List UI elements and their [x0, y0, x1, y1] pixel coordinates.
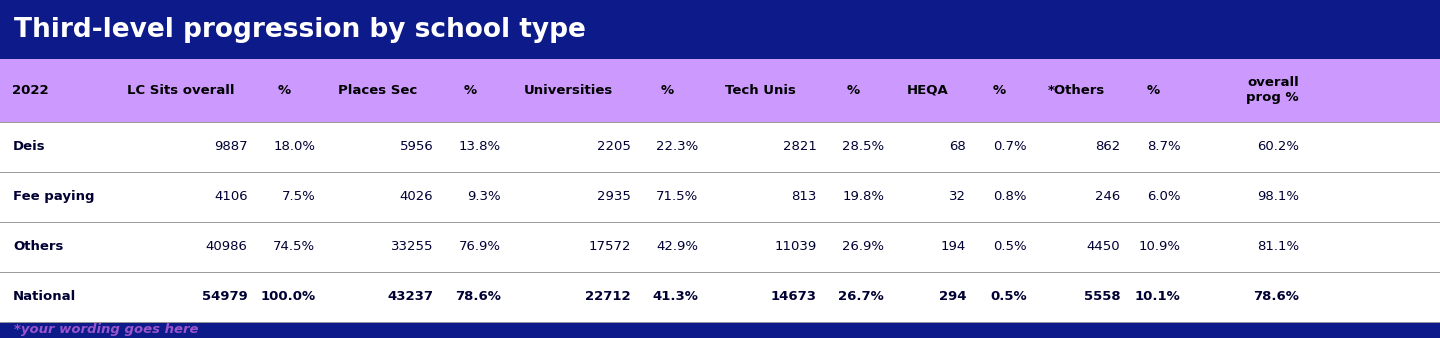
Text: %: % [464, 84, 477, 97]
Text: 26.9%: 26.9% [842, 240, 884, 253]
Text: overall
prog %: overall prog % [1246, 76, 1299, 104]
Text: Deis: Deis [13, 140, 46, 153]
Text: Others: Others [13, 240, 63, 253]
Bar [0, 322, 1440, 338]
Text: 71.5%: 71.5% [657, 190, 698, 203]
Bar [0, 222, 1440, 272]
Bar [0, 272, 1440, 322]
Text: 60.2%: 60.2% [1257, 140, 1299, 153]
Text: %: % [278, 84, 291, 97]
Text: 68: 68 [949, 140, 966, 153]
Text: 81.1%: 81.1% [1257, 240, 1299, 253]
Text: 32: 32 [949, 190, 966, 203]
Text: 294: 294 [939, 290, 966, 303]
Text: 0.5%: 0.5% [991, 290, 1027, 303]
Text: %: % [661, 84, 674, 97]
Text: 9887: 9887 [215, 140, 248, 153]
Bar [0, 122, 1440, 172]
Text: 2821: 2821 [782, 140, 816, 153]
Text: 78.6%: 78.6% [455, 290, 501, 303]
Text: 100.0%: 100.0% [261, 290, 315, 303]
Text: 10.1%: 10.1% [1135, 290, 1181, 303]
Text: 4106: 4106 [215, 190, 248, 203]
Bar [0, 59, 1440, 122]
Text: Places Sec: Places Sec [337, 84, 418, 97]
Text: 813: 813 [791, 190, 816, 203]
Text: 9.3%: 9.3% [468, 190, 501, 203]
Text: Third-level progression by school type: Third-level progression by school type [14, 17, 586, 43]
Text: 13.8%: 13.8% [459, 140, 501, 153]
Text: 862: 862 [1094, 140, 1120, 153]
Text: 5956: 5956 [400, 140, 433, 153]
Text: 40986: 40986 [206, 240, 248, 253]
Text: 74.5%: 74.5% [274, 240, 315, 253]
Text: 54979: 54979 [202, 290, 248, 303]
Text: 0.5%: 0.5% [994, 240, 1027, 253]
Text: 42.9%: 42.9% [657, 240, 698, 253]
Text: National: National [13, 290, 76, 303]
Text: 43237: 43237 [387, 290, 433, 303]
Text: %: % [992, 84, 1007, 97]
Text: *Others: *Others [1048, 84, 1104, 97]
Text: 7.5%: 7.5% [282, 190, 315, 203]
Text: 18.0%: 18.0% [274, 140, 315, 153]
Text: Universities: Universities [524, 84, 613, 97]
Text: HEQA: HEQA [907, 84, 949, 97]
Text: %: % [1146, 84, 1161, 97]
Text: Tech Unis: Tech Unis [724, 84, 796, 97]
Text: 0.7%: 0.7% [994, 140, 1027, 153]
Bar [0, 0, 1440, 59]
Text: 2935: 2935 [596, 190, 631, 203]
Text: 10.9%: 10.9% [1139, 240, 1181, 253]
Text: 8.7%: 8.7% [1148, 140, 1181, 153]
Text: 19.8%: 19.8% [842, 190, 884, 203]
Text: Fee paying: Fee paying [13, 190, 95, 203]
Text: 6.0%: 6.0% [1148, 190, 1181, 203]
Text: *your wording goes here: *your wording goes here [14, 323, 199, 336]
Bar [0, 172, 1440, 222]
Text: LC Sits overall: LC Sits overall [127, 84, 235, 97]
Text: 41.3%: 41.3% [652, 290, 698, 303]
Text: 4026: 4026 [400, 190, 433, 203]
Text: 22712: 22712 [585, 290, 631, 303]
Text: 0.8%: 0.8% [994, 190, 1027, 203]
Text: 28.5%: 28.5% [842, 140, 884, 153]
Text: %: % [847, 84, 860, 97]
Text: 22.3%: 22.3% [657, 140, 698, 153]
Text: 246: 246 [1094, 190, 1120, 203]
Text: 4450: 4450 [1087, 240, 1120, 253]
Text: 2022: 2022 [12, 84, 48, 97]
Text: 2205: 2205 [596, 140, 631, 153]
Text: 26.7%: 26.7% [838, 290, 884, 303]
Text: 5558: 5558 [1084, 290, 1120, 303]
Text: 78.6%: 78.6% [1253, 290, 1299, 303]
Text: 14673: 14673 [770, 290, 816, 303]
Text: 98.1%: 98.1% [1257, 190, 1299, 203]
Text: 194: 194 [940, 240, 966, 253]
Text: 11039: 11039 [775, 240, 816, 253]
Text: 76.9%: 76.9% [459, 240, 501, 253]
Text: 33255: 33255 [390, 240, 433, 253]
Text: 17572: 17572 [588, 240, 631, 253]
